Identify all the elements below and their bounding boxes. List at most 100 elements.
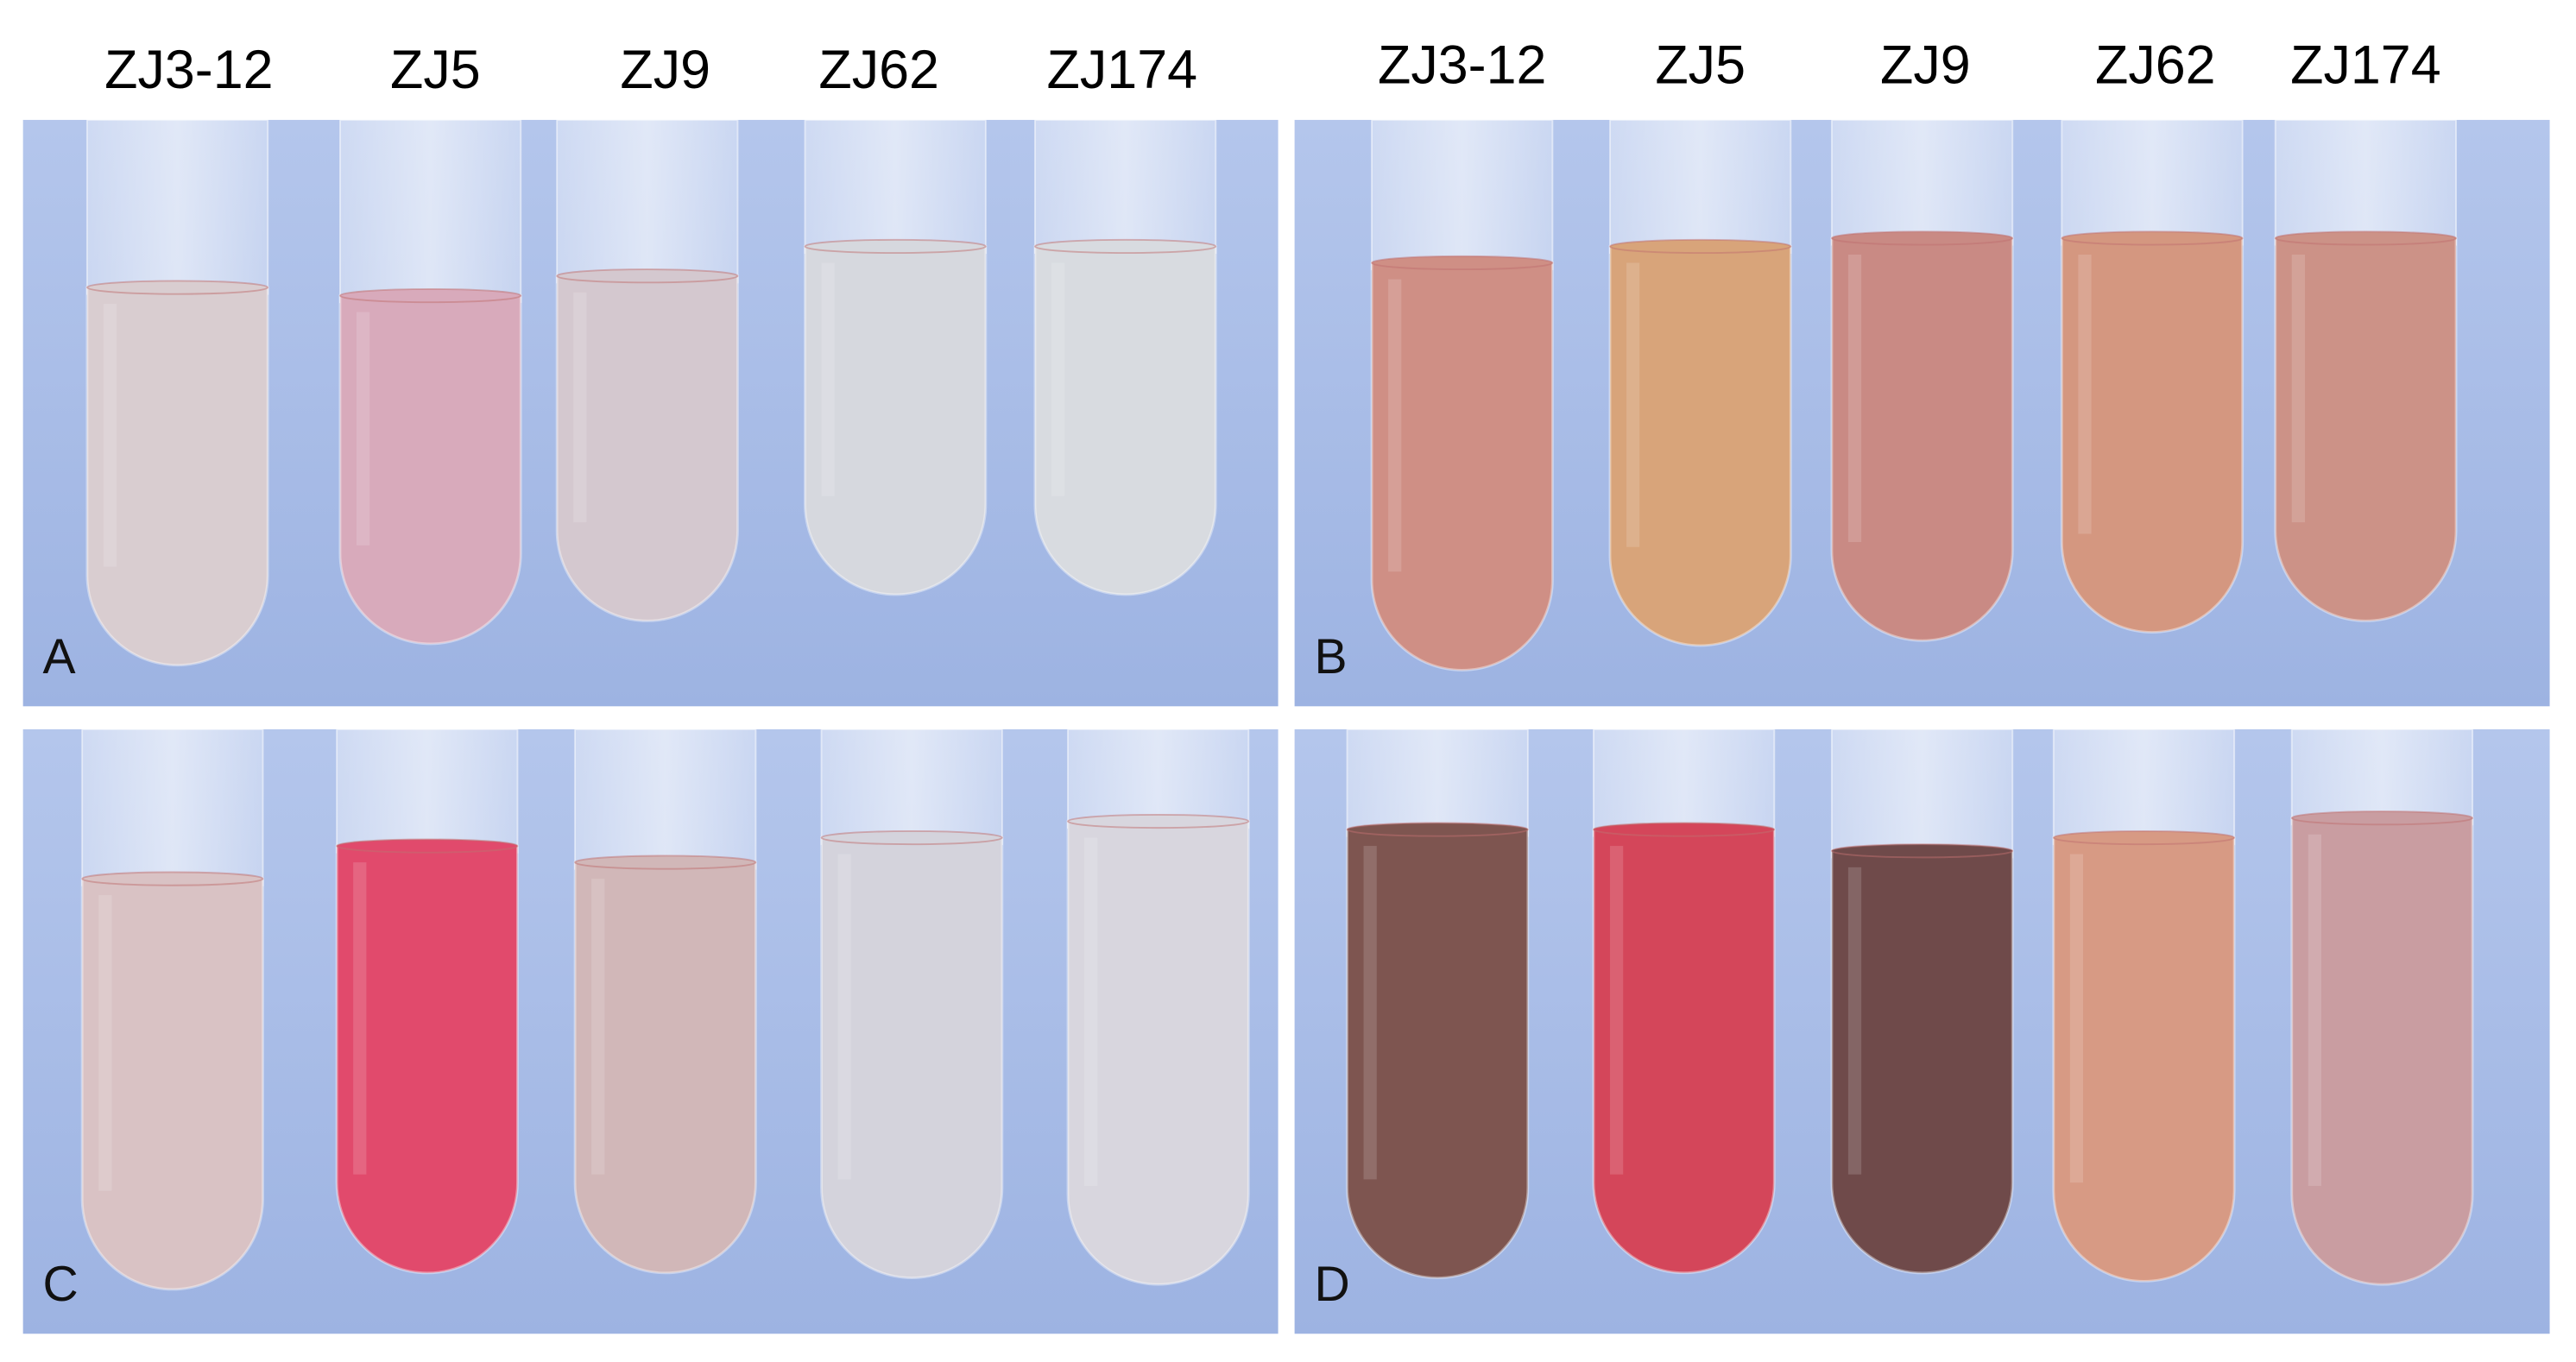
tube-highlight — [1388, 279, 1402, 572]
column-label: ZJ3-12 — [1378, 35, 1546, 96]
tube-highlight — [821, 262, 835, 496]
meniscus — [1346, 822, 1529, 837]
tube-liquid — [1592, 828, 1776, 1275]
meniscus — [804, 238, 987, 255]
column-label: ZJ9 — [620, 40, 710, 100]
meniscus — [556, 268, 739, 284]
meniscus — [336, 838, 519, 854]
tube-highlight — [2069, 854, 2084, 1183]
tube-glass — [1830, 118, 2014, 246]
meniscus — [820, 829, 1003, 846]
column-label: ZJ62 — [818, 40, 939, 100]
tube-highlight — [2308, 834, 2322, 1186]
panel-letter: A — [42, 629, 75, 684]
meniscus — [2290, 810, 2474, 826]
tube-glass — [2061, 118, 2244, 246]
tube-liquid — [1830, 236, 2014, 642]
tube-glass — [2274, 118, 2458, 246]
tube-liquid — [1346, 828, 1530, 1279]
tube-highlight — [103, 304, 117, 567]
meniscus — [1830, 843, 2014, 859]
tube-liquid — [1033, 245, 1217, 596]
panel: B — [1294, 118, 2550, 707]
tube-liquid — [2060, 236, 2245, 634]
panel: A — [22, 118, 1279, 707]
meniscus — [2052, 829, 2236, 846]
tube-glass — [1033, 118, 1217, 255]
tube-liquid — [555, 274, 739, 622]
tube-glass — [336, 728, 519, 854]
meniscus — [574, 854, 757, 870]
column-label: ZJ5 — [1655, 35, 1746, 96]
tube-highlight — [837, 854, 851, 1180]
tube-highlight — [2078, 254, 2092, 534]
tube-highlight — [353, 862, 367, 1175]
tube-glass — [85, 118, 269, 295]
tube-glass — [2290, 728, 2474, 826]
tube-glass — [820, 728, 1003, 846]
tube-liquid — [85, 286, 269, 667]
tube-liquid — [1608, 245, 1792, 647]
meniscus — [81, 871, 264, 886]
tube-glass — [1609, 118, 1792, 255]
tube-glass — [1830, 728, 2014, 859]
tube-glass — [1346, 728, 1529, 837]
tube-liquid — [335, 844, 519, 1275]
tube-highlight — [356, 312, 370, 545]
column-label: ZJ5 — [390, 40, 481, 100]
tube-glass — [804, 118, 987, 255]
tube-liquid — [820, 836, 1004, 1279]
tube-liquid — [80, 877, 264, 1291]
tube-glass — [556, 118, 739, 284]
tube-liquid — [2052, 836, 2236, 1283]
tube-glass — [338, 118, 522, 304]
meniscus — [1371, 255, 1554, 271]
column-label: ZJ3-12 — [104, 40, 273, 100]
meniscus — [2274, 230, 2458, 246]
meniscus — [85, 280, 269, 295]
tube-glass — [2052, 728, 2236, 846]
tube-liquid — [2274, 236, 2458, 622]
tube-highlight — [2291, 254, 2305, 523]
tube-highlight — [1051, 262, 1065, 496]
tube-glass — [81, 728, 264, 886]
tube-highlight — [1626, 262, 1640, 547]
tube-liquid — [804, 245, 988, 596]
tube-highlight — [98, 895, 112, 1191]
tube-glass — [574, 728, 757, 870]
tube-highlight — [1084, 837, 1098, 1186]
panel: D — [1294, 728, 2550, 1334]
tube-liquid — [1066, 820, 1250, 1286]
tube-liquid — [1830, 849, 2014, 1275]
tube-highlight — [591, 879, 605, 1175]
panel-letter: C — [42, 1257, 78, 1312]
meniscus — [1830, 230, 2014, 246]
meniscus — [1067, 813, 1250, 829]
tube-liquid — [338, 294, 522, 646]
tube-highlight — [573, 292, 587, 523]
tube-highlight — [1847, 254, 1862, 543]
panel-letter: B — [1314, 629, 1347, 684]
panel: C — [22, 728, 1279, 1334]
tube-glass — [1371, 118, 1554, 271]
column-label: ZJ174 — [1047, 40, 1198, 100]
meniscus — [1593, 822, 1776, 837]
meniscus — [338, 287, 522, 304]
tube-highlight — [1847, 867, 1862, 1175]
column-label: ZJ62 — [2095, 35, 2216, 96]
meniscus — [1033, 238, 1217, 255]
tube-glass — [1593, 728, 1776, 837]
column-label: ZJ9 — [1880, 35, 1971, 96]
panel-letter: D — [1314, 1257, 1349, 1312]
meniscus — [1609, 238, 1792, 255]
column-label: ZJ174 — [2290, 35, 2441, 96]
meniscus — [2061, 230, 2244, 246]
tube-liquid — [2290, 817, 2474, 1286]
tube-glass — [1067, 728, 1250, 829]
tube-highlight — [1609, 846, 1624, 1175]
tube-liquid — [573, 861, 757, 1275]
tube-liquid — [1370, 262, 1554, 672]
tube-highlight — [1363, 846, 1377, 1180]
